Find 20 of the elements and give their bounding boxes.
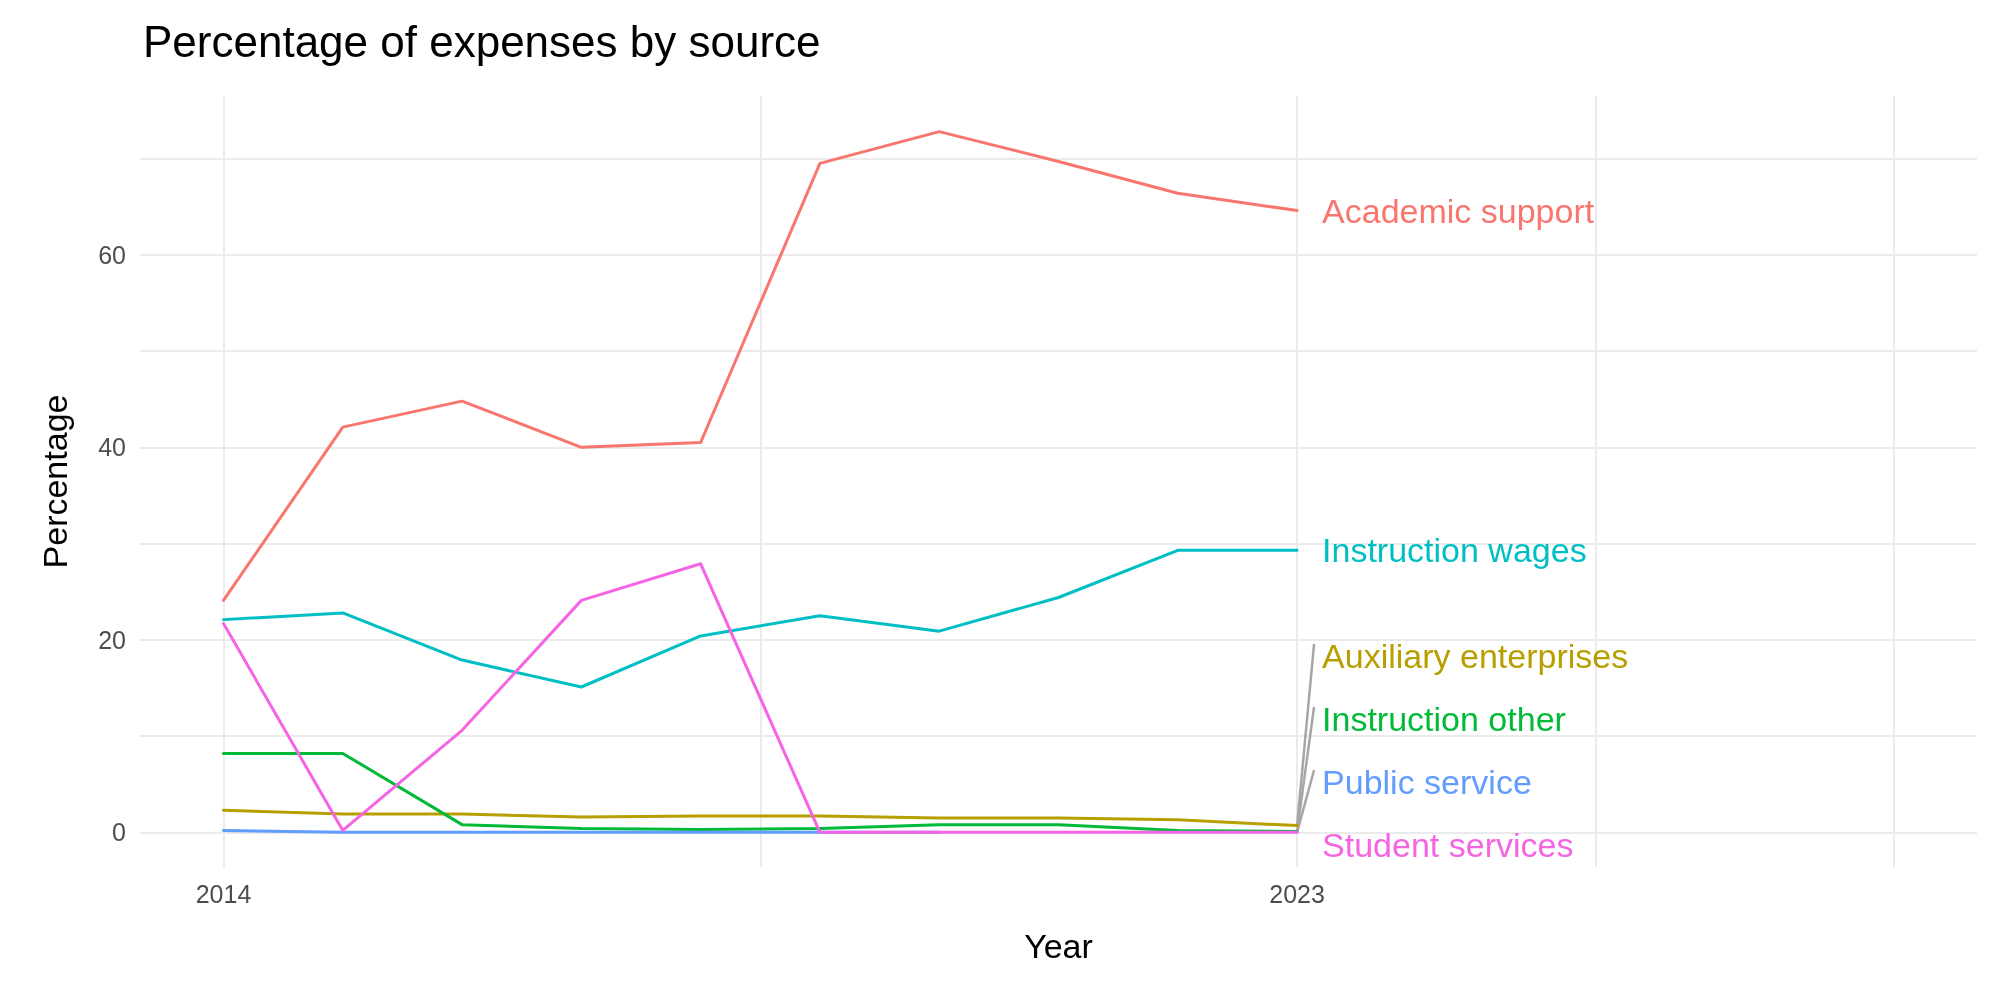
series-label: Instruction wages xyxy=(1322,531,1587,570)
y-tick-label: 20 xyxy=(98,625,126,654)
text: Public service xyxy=(1322,763,1532,801)
x-tick-label: 2023 xyxy=(1269,879,1325,908)
chart-title: Percentage of expenses by source xyxy=(143,16,821,66)
line-series xyxy=(222,548,1299,689)
y-tick-label: 40 xyxy=(98,433,126,462)
x-tick-label: 2014 xyxy=(195,879,252,908)
y-tick-label: 0 xyxy=(112,818,126,847)
line-series xyxy=(222,751,1299,833)
line-series xyxy=(222,808,1299,828)
text: Instruction other xyxy=(1322,700,1566,738)
series-label: Student services xyxy=(1322,826,1574,864)
line-series xyxy=(222,562,1299,834)
y-tick-label: 60 xyxy=(98,240,126,269)
text: Auxiliary enterprises xyxy=(1322,637,1629,675)
y-axis-title: Percentage xyxy=(36,394,74,569)
line-series xyxy=(222,130,1299,602)
x-axis-title: Year xyxy=(1024,927,1093,965)
series-label: Academic support xyxy=(1322,191,1595,230)
